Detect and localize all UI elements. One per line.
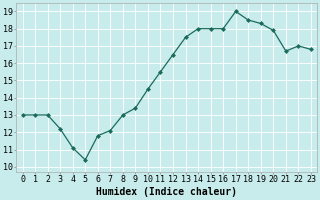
X-axis label: Humidex (Indice chaleur): Humidex (Indice chaleur) (96, 187, 237, 197)
